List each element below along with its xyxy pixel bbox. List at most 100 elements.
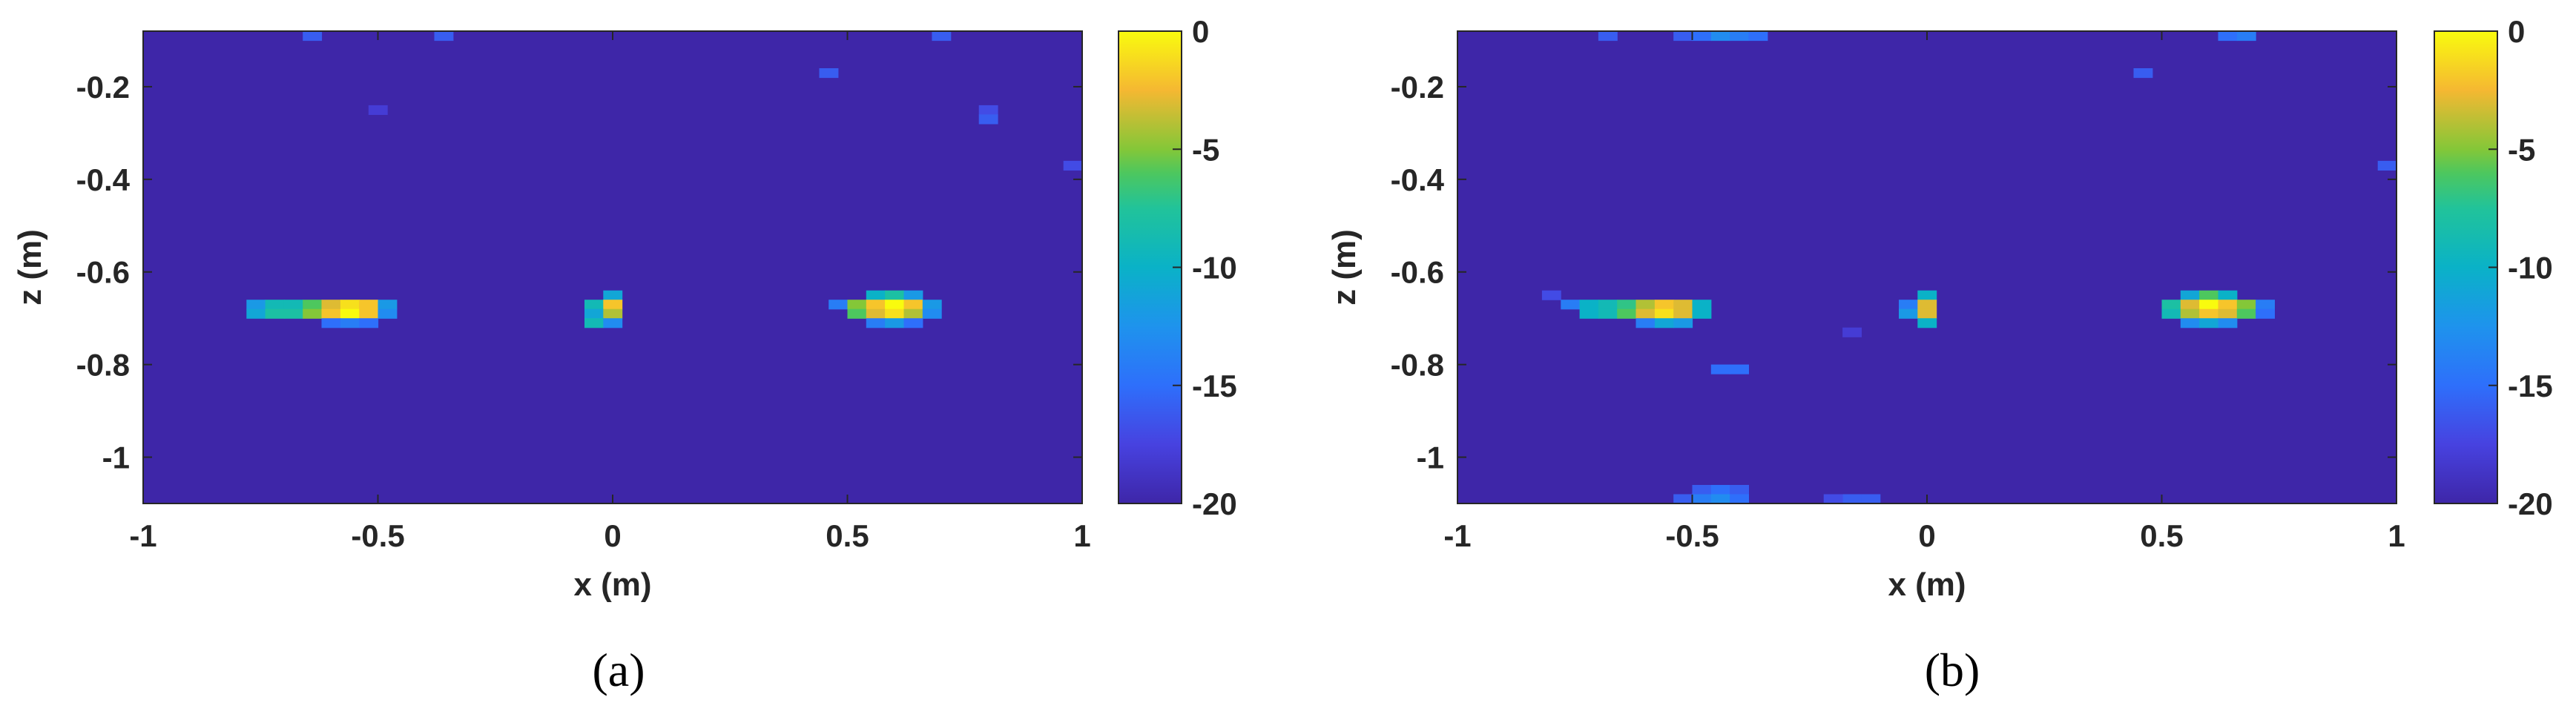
heatmap-cell: [903, 300, 923, 310]
x-tick-label: -0.5: [1665, 518, 1719, 553]
heatmap-cell: [303, 31, 323, 42]
heatmap-cell: [2218, 31, 2238, 42]
heatmap-cell: [378, 308, 398, 319]
heatmap-cell: [1598, 308, 1618, 319]
heatmap-cell: [1730, 364, 1749, 374]
heatmap-cell: [2236, 308, 2256, 319]
colorbar-tick-label: -20: [2508, 486, 2553, 521]
y-tick-label: -0.4: [1391, 162, 1445, 197]
heatmap-cell: [1710, 364, 1730, 374]
heatmap-cell: [2133, 68, 2153, 79]
heatmap-cell: [1673, 31, 1693, 42]
heatmap-cell: [1730, 485, 1749, 495]
heatmap-cell: [1917, 290, 1937, 300]
heatmap-cell: [1917, 308, 1937, 319]
heatmap-cell: [359, 318, 379, 328]
heatmap-cell: [1899, 300, 1918, 310]
panel-caption: (b): [1925, 644, 1980, 696]
heatmap-cell: [1692, 485, 1712, 495]
heatmap-cell: [1654, 318, 1674, 328]
colorbar-tick-label: -10: [1192, 251, 1237, 285]
heatmap-cell: [1579, 308, 1599, 319]
heatmap-cell: [584, 318, 604, 328]
heatmap-cell: [978, 105, 998, 115]
heatmap-cell: [1692, 300, 1712, 310]
heatmap-cell: [2218, 290, 2238, 300]
y-tick-label: -0.4: [76, 162, 131, 197]
heatmap-cell: [2180, 290, 2200, 300]
heatmap-cell: [847, 300, 867, 310]
heatmap-cell: [885, 290, 904, 300]
heatmap-cell: [978, 114, 998, 125]
heatmap-cell: [2218, 300, 2238, 310]
x-tick-label: -0.5: [351, 518, 404, 553]
heatmap-cell: [903, 318, 923, 328]
heatmap-panel-b: -1 -0.5 0 0.5 1 -0.2 -0.4 -0.6 -0.8 -1 x (m) z (m) 0…: [1326, 14, 2553, 696]
heatmap-cell: [1730, 31, 1749, 42]
heatmap-cell: [1730, 494, 1749, 504]
heatmap-cell: [1692, 308, 1712, 319]
heatmap-cell: [885, 318, 904, 328]
heatmap-cell: [1861, 494, 1881, 504]
heatmap-cell: [885, 308, 904, 319]
x-tick-label: 1: [1073, 518, 1090, 553]
heatmap-cells: [1541, 31, 2397, 504]
heatmap-cell: [1635, 318, 1656, 328]
x-axis-label: x (m): [1888, 567, 1966, 603]
y-tick-label: -1: [102, 440, 130, 475]
heatmap-background: [143, 31, 1082, 503]
heatmap-cell: [603, 290, 623, 300]
heatmap-cell: [378, 300, 398, 310]
heatmap-panel-a: -1 -0.5 0 0.5 1 -0.2 -0.4 -0.6 -0.8 -1 x (m) z (m) 0…: [12, 14, 1237, 696]
heatmap-cell: [2256, 308, 2275, 319]
heatmap-cell: [866, 318, 886, 328]
heatmap-cell: [2377, 160, 2397, 171]
heatmap-cell: [2161, 300, 2181, 310]
colorbar: 0 -5 -10 -15 -20: [1118, 14, 1237, 521]
heatmap-cell: [922, 308, 942, 319]
heatmap-cell: [903, 290, 923, 300]
heatmap-cell: [321, 318, 341, 328]
heatmap-cell: [283, 308, 303, 319]
heatmap-cell: [283, 300, 303, 310]
heatmap-cell: [340, 308, 360, 319]
y-tick-label: -0.8: [76, 348, 130, 383]
y-tick-label: -0.6: [1391, 255, 1444, 290]
heatmap-cell: [847, 308, 867, 319]
colorbar-tick-label: -20: [1192, 486, 1237, 521]
heatmap-cell: [885, 300, 904, 310]
y-axis-label: z (m): [1326, 229, 1363, 305]
heatmap-cell: [1673, 494, 1693, 504]
heatmap-cell: [1654, 300, 1674, 310]
heatmap-background: [1457, 31, 2397, 503]
heatmap-cell: [866, 308, 886, 319]
colorbar-tick-label: -5: [1192, 132, 1219, 167]
heatmap-cell: [321, 308, 341, 319]
heatmap-cell: [2256, 300, 2275, 310]
heatmap-cell: [2161, 308, 2181, 319]
heatmap-cell: [1692, 494, 1712, 504]
x-axis-label: x (m): [573, 567, 651, 603]
heatmap-cell: [1579, 300, 1599, 310]
heatmap-cell: [359, 300, 379, 310]
heatmap-cell: [1561, 300, 1581, 310]
heatmap-cell: [1635, 300, 1656, 310]
colorbar-tick-label: 0: [1192, 14, 1209, 49]
heatmap-cells: [246, 31, 1083, 328]
x-tick-label: 0.5: [2140, 518, 2183, 553]
heatmap-cell: [340, 300, 360, 310]
y-tick-label: -0.2: [76, 70, 130, 105]
heatmap-cell: [1673, 300, 1693, 310]
colorbar-tick-label: -15: [1192, 369, 1237, 403]
y-axis-label: z (m): [12, 229, 48, 305]
colorbar-gradient: [1119, 31, 1182, 503]
heatmap-cell: [1617, 300, 1637, 310]
y-tick-label: -1: [1417, 440, 1444, 475]
colorbar: 0 -5 -10 -15 -20: [2434, 14, 2553, 521]
heatmap-cell: [359, 308, 379, 319]
heatmap-cell: [1710, 494, 1730, 504]
heatmap-cell: [932, 31, 952, 42]
heatmap-cell: [2218, 308, 2238, 319]
heatmap-cell: [1748, 31, 1768, 42]
heatmap-cell: [829, 300, 849, 310]
